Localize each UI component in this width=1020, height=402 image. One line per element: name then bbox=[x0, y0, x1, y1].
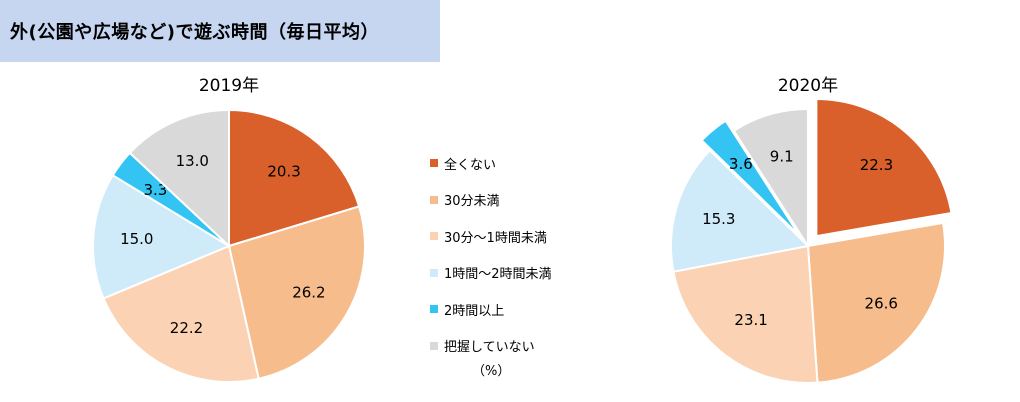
pie-slice bbox=[228, 108, 361, 248]
pie-chart-0: 2019年 20.3 26.2 22.2 15.0 3.3 13.0 bbox=[92, 76, 366, 383]
pie-slice bbox=[815, 98, 953, 238]
slice-value-label: 26.2 bbox=[292, 284, 325, 302]
pie-title: 2020年 bbox=[778, 76, 838, 96]
slice-value-label: 13.0 bbox=[176, 152, 209, 170]
pie-chart-1: 2020年 22.3 26.6 23.1 15.3 3.6 9.1 bbox=[670, 76, 953, 384]
legend-item: 1時間～2時間未満 bbox=[430, 255, 552, 292]
pie-slice bbox=[227, 205, 366, 380]
legend-item: 30分～1時間未満 bbox=[430, 218, 552, 255]
slice-value-label: 23.1 bbox=[734, 311, 767, 329]
slice-value-label: 15.0 bbox=[120, 230, 153, 248]
pie-slice bbox=[732, 107, 809, 250]
pie-slice bbox=[128, 108, 230, 249]
unit-label: （%） bbox=[472, 364, 511, 379]
pie-title: 2019年 bbox=[199, 76, 259, 96]
pie-slice bbox=[672, 244, 819, 384]
legend-swatch bbox=[430, 195, 438, 204]
pie-slice bbox=[670, 148, 811, 273]
pie-slice bbox=[102, 244, 260, 383]
legend-label: 30分～1時間未満 bbox=[444, 230, 547, 246]
slice-value-label: 3.6 bbox=[729, 155, 753, 173]
legend-swatch bbox=[430, 305, 438, 314]
pie-slice bbox=[700, 119, 801, 237]
legend-label: 全くない bbox=[444, 157, 497, 173]
legend-item: 把握していない bbox=[430, 328, 552, 365]
legend-item: 全くない bbox=[430, 145, 552, 182]
chart-title: 外(公園や広場など)で遊ぶ時間（毎日平均） bbox=[10, 22, 379, 43]
pie-slice bbox=[92, 173, 232, 300]
chart-title-box: 外(公園や広場など)で遊ぶ時間（毎日平均） bbox=[0, 0, 440, 62]
legend-item: 2時間以上 bbox=[430, 291, 552, 328]
slice-value-label: 3.3 bbox=[143, 181, 167, 199]
legend-label: 把握していない bbox=[444, 340, 535, 356]
slice-value-label: 15.3 bbox=[702, 210, 735, 228]
legend-swatch bbox=[430, 232, 438, 241]
pie-slice bbox=[806, 221, 946, 384]
legend-label: 1時間～2時間未満 bbox=[444, 267, 552, 283]
slice-value-label: 20.3 bbox=[267, 163, 300, 181]
legend-item: 30分未満 bbox=[430, 182, 552, 219]
legend-label: 2時間以上 bbox=[444, 303, 505, 319]
slice-value-label: 26.6 bbox=[865, 295, 898, 313]
slice-value-label: 9.1 bbox=[770, 148, 794, 166]
legend: 全くない 30分未満 30分～1時間未満 1時間～2時間未満 2時間以上把握していない bbox=[430, 145, 552, 364]
legend-swatch bbox=[430, 341, 438, 350]
slice-value-label: 22.2 bbox=[170, 319, 203, 337]
legend-swatch bbox=[430, 159, 438, 168]
slice-value-label: 22.3 bbox=[860, 156, 893, 174]
legend-label: 30分未満 bbox=[444, 194, 500, 210]
legend-swatch bbox=[430, 268, 438, 277]
